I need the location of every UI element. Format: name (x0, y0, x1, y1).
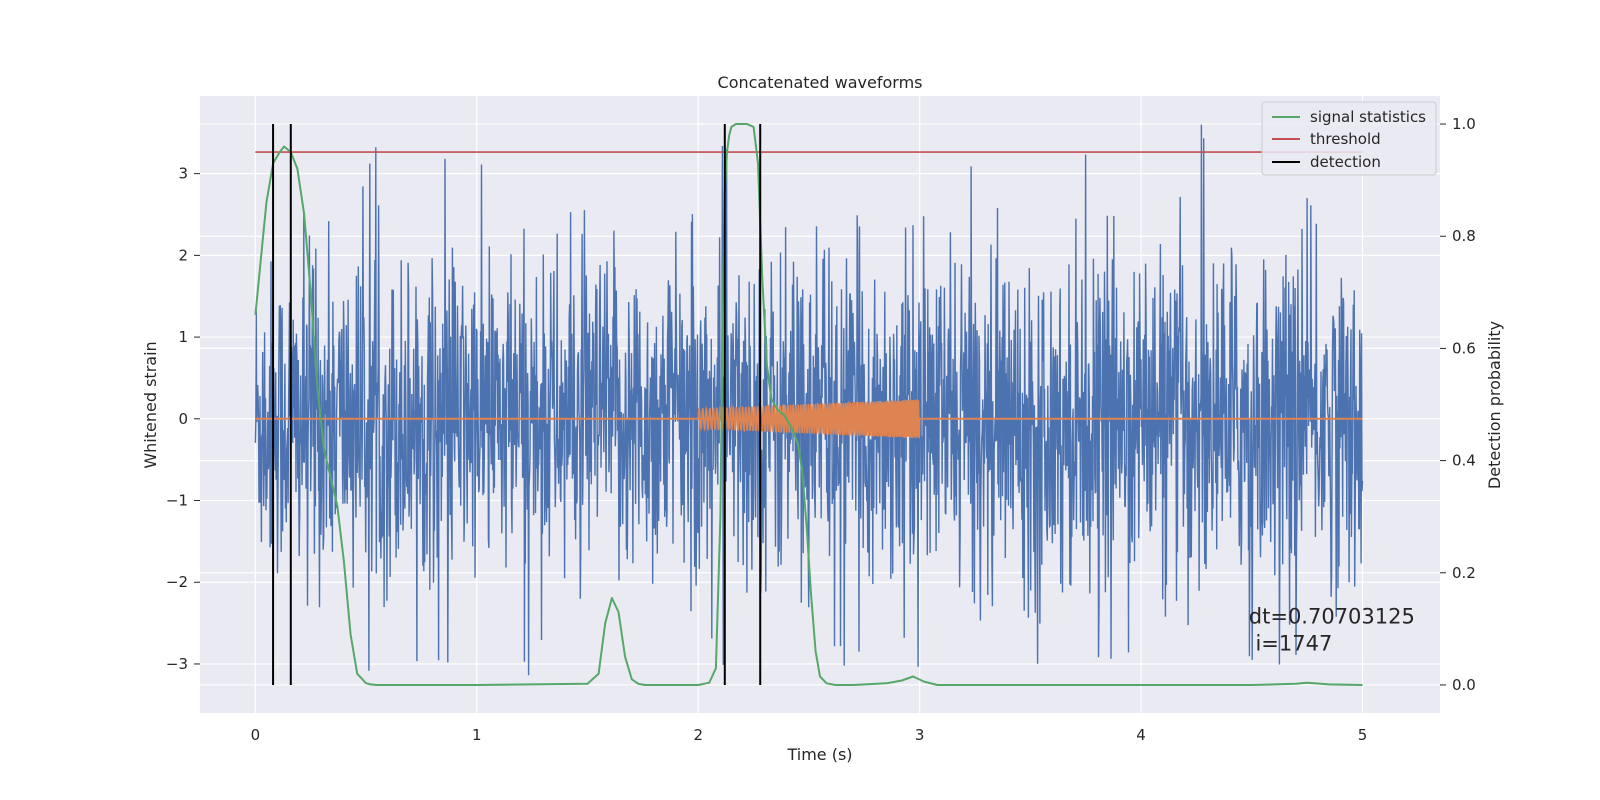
x-tick-label: 3 (915, 726, 925, 744)
axes: 0 1 2 3 4 5 −3 −2 −1 0 1 2 3 0.0 0.2 0.4 0.6 0.8 1.0 (166, 115, 1476, 744)
y-axis-title: Whitened strain (141, 341, 160, 468)
y2-tick-label: 0.4 (1452, 452, 1476, 470)
annotation-index: i=1747 (1249, 631, 1333, 655)
y2-tick-label: 0.0 (1452, 676, 1476, 694)
x-axis-title: Time (s) (786, 745, 852, 764)
annotation-dt: dt=0.70703125 (1249, 604, 1415, 628)
y2-tick-label: 0.2 (1452, 564, 1476, 582)
y-tick-label: −2 (166, 573, 188, 591)
series-injection-chirp (697, 399, 921, 439)
y-tick-label: 2 (178, 246, 188, 264)
x-tick-label: 4 (1136, 726, 1146, 744)
series-layer (254, 123, 1364, 686)
y2-tick-label: 1.0 (1452, 115, 1476, 133)
y-tick-label: −1 (166, 492, 188, 510)
chart-title: Concatenated waveforms (718, 73, 923, 92)
y-tick-label: −3 (166, 655, 188, 673)
legend-box (1261, 101, 1437, 176)
x-tick-label: 5 (1358, 726, 1368, 744)
x-tick-label: 2 (693, 726, 703, 744)
y-tick-label: 3 (178, 165, 188, 183)
legend-label-threshold: threshold (1310, 130, 1381, 148)
y-tick-label: 0 (178, 410, 188, 428)
y2-tick-label: 0.6 (1452, 339, 1476, 357)
y-tick-label: 1 (178, 328, 188, 346)
x-tick-label: 0 (251, 726, 261, 744)
series-signal-statistics (254, 123, 1363, 686)
legend-label-detection: detection (1310, 153, 1381, 171)
legend: signal statistics threshold detection (1261, 101, 1437, 176)
legend-label-signal-statistics: signal statistics (1310, 108, 1426, 126)
x-tick-label: 1 (472, 726, 482, 744)
y2-tick-label: 0.8 (1452, 227, 1476, 245)
y2-axis-title: Detection probability (1485, 321, 1504, 489)
series-whitened-strain (254, 124, 1364, 676)
